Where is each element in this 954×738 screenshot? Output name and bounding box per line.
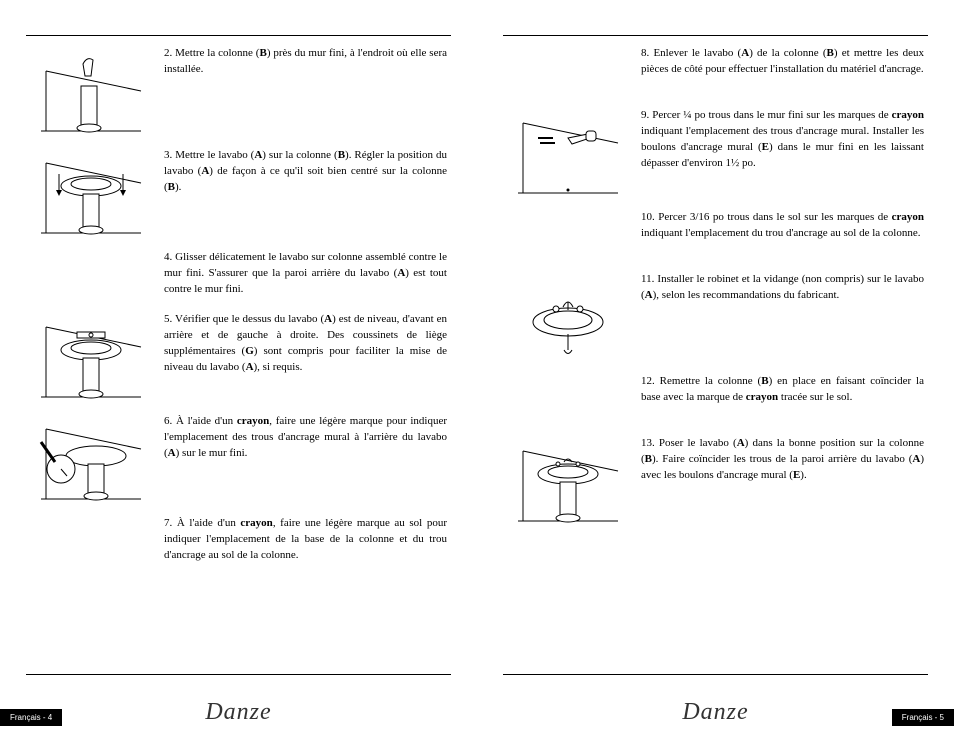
step-7-illustration (26, 516, 156, 546)
step-10-illustration (503, 210, 633, 240)
step-3: 3. Mettre le lavabo (A) sur la colonne (… (26, 148, 451, 238)
step-2-illustration (26, 46, 156, 136)
step-5-text: 5. Vérifier que le dessus du lavabo (A) … (156, 312, 451, 376)
step-2: 2. Mettre la colonne (B) près du mur fin… (26, 46, 451, 136)
page-number-right: Français - 5 (892, 709, 954, 726)
page-number-left: Français - 4 (0, 709, 62, 726)
step-6: 6. À l'aide d'un crayon, faire une légèr… (26, 414, 451, 504)
step-7: 7. À l'aide d'un crayon, faire une légèr… (26, 516, 451, 596)
step-3-text: 3. Mettre le lavabo (A) sur la colonne (… (156, 148, 451, 196)
step-9-text: 9. Percer ¼ po trous dans le mur fini su… (633, 108, 928, 172)
step-12-illustration (503, 374, 633, 404)
step-11-text: 11. Installer le robinet et la vidange (… (633, 272, 928, 304)
step-4-text: 4. Glisser délicatement le lavabo sur co… (156, 250, 451, 298)
step-12-text: 12. Remettre la colonne (B) en place en … (633, 374, 928, 406)
footer-right: Danze Français - 5 (477, 698, 954, 726)
footer-left: Français - 4 Danze (0, 698, 477, 726)
step-8-text: 8. Enlever le lavabo (A) de la colonne (… (633, 46, 928, 78)
step-6-text: 6. À l'aide d'un crayon, faire une légèr… (156, 414, 451, 462)
page-right: 8. Enlever le lavabo (A) de la colonne (… (477, 0, 954, 738)
step-13-illustration (503, 436, 633, 526)
step-11: 11. Installer le robinet et la vidange (… (503, 272, 928, 362)
step-5-illustration (26, 312, 156, 402)
step-8-illustration (503, 46, 633, 76)
step-10-text: 10. Percer 3/16 po trous dans le sol sur… (633, 210, 928, 242)
step-10: 10. Percer 3/16 po trous dans le sol sur… (503, 210, 928, 260)
step-9: 9. Percer ¼ po trous dans le mur fini su… (503, 108, 928, 198)
step-5: 5. Vérifier que le dessus du lavabo (A) … (26, 312, 451, 402)
logo-left: Danze (205, 699, 271, 726)
page-left: 2. Mettre la colonne (B) près du mur fin… (0, 0, 477, 738)
step-4-illustration (26, 250, 156, 280)
spread: 2. Mettre la colonne (B) près du mur fin… (0, 0, 954, 738)
logo-right: Danze (682, 699, 748, 726)
step-12: 12. Remettre la colonne (B) en place en … (503, 374, 928, 424)
step-8: 8. Enlever le lavabo (A) de la colonne (… (503, 46, 928, 96)
step-13-text: 13. Poser le lavabo (A) dans la bonne po… (633, 436, 928, 484)
step-11-illustration (503, 272, 633, 362)
step-7-text: 7. À l'aide d'un crayon, faire une légèr… (156, 516, 451, 564)
step-13: 13. Poser le lavabo (A) dans la bonne po… (503, 436, 928, 526)
step-9-illustration (503, 108, 633, 198)
step-4: 4. Glisser délicatement le lavabo sur co… (26, 250, 451, 300)
step-3-illustration (26, 148, 156, 238)
page-left-content: 2. Mettre la colonne (B) près du mur fin… (26, 35, 451, 675)
step-2-text: 2. Mettre la colonne (B) près du mur fin… (156, 46, 451, 78)
page-right-content: 8. Enlever le lavabo (A) de la colonne (… (503, 35, 928, 675)
step-6-illustration (26, 414, 156, 504)
